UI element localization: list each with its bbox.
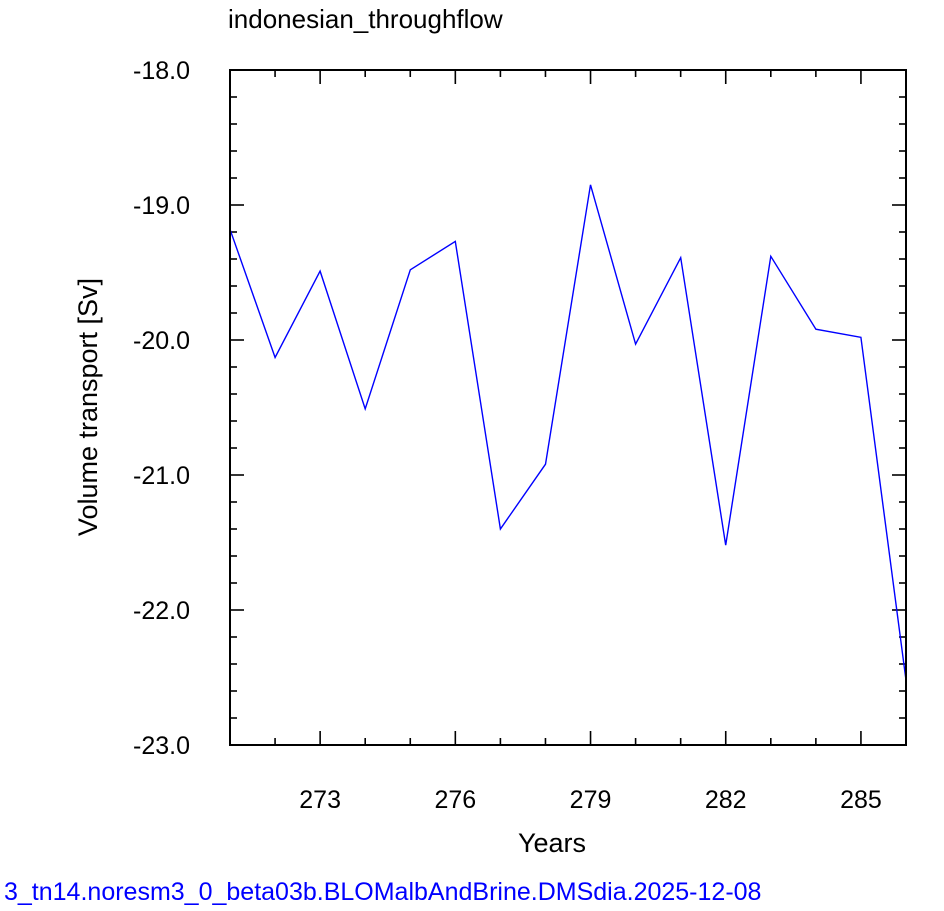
x-tick-labels: 273 276 279 282 285 (299, 786, 882, 814)
y-tick-label: -19.0 (133, 192, 190, 220)
y-tick-label: -20.0 (133, 327, 190, 355)
series-line (229, 184, 907, 681)
x-tick-label: 282 (705, 786, 747, 814)
x-tick-label: 279 (570, 786, 612, 814)
chart-title: indonesian_throughflow (228, 4, 503, 34)
y-tick-labels: -18.0 -19.0 -20.0 -21.0 -22.0 -23.0 (133, 57, 190, 760)
y-tick-label: -21.0 (133, 462, 190, 490)
x-axis-label: Years (518, 828, 586, 858)
footer-case-name: 3_tn14.noresm3_0_beta03b.BLOMalbAndBrine… (4, 878, 761, 906)
axis-ticks (229, 69, 907, 746)
x-tick-label: 273 (299, 786, 341, 814)
plot-frame (229, 69, 907, 746)
y-tick-label: -23.0 (133, 732, 190, 760)
x-tick-label: 276 (434, 786, 476, 814)
y-tick-label: -22.0 (133, 597, 190, 625)
y-tick-label: -18.0 (133, 57, 190, 85)
y-axis-label: Volume transport [Sv] (73, 278, 103, 536)
x-tick-label: 285 (840, 786, 882, 814)
